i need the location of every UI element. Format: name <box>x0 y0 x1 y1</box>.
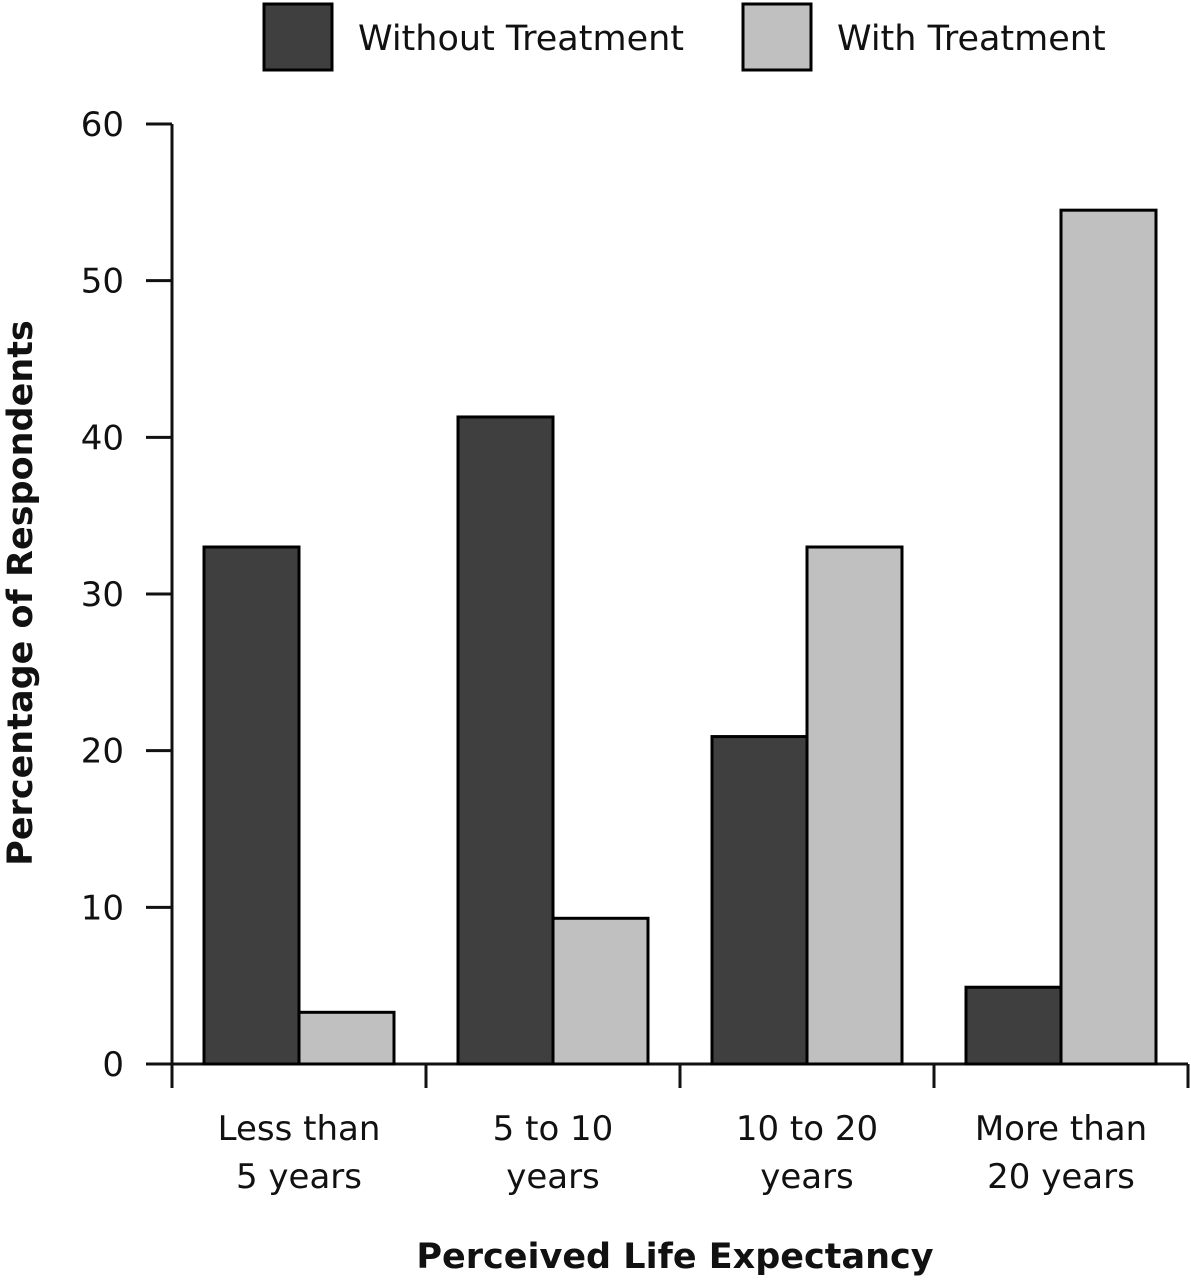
y-tick-label: 30 <box>81 575 124 615</box>
bar-without-treatment <box>710 735 809 1066</box>
y-tick-label: 0 <box>102 1045 124 1085</box>
bar-with-treatment <box>1059 208 1158 1066</box>
x-tick-label: 20 years <box>987 1157 1135 1197</box>
x-tick-label: 10 to 20 <box>736 1109 878 1149</box>
bar-without-treatment <box>456 415 555 1066</box>
x-tick-label: years <box>506 1157 600 1197</box>
x-tick-label: 5 to 10 <box>493 1109 614 1149</box>
y-tick-label: 10 <box>81 888 124 928</box>
bar-without-treatment <box>202 545 301 1066</box>
y-ticks: 0 10 20 30 40 50 60 <box>81 105 172 1085</box>
x-tick-label: More than <box>975 1109 1147 1149</box>
bars <box>202 208 1158 1066</box>
y-tick-label: 20 <box>81 732 124 772</box>
x-tick-label: 5 years <box>236 1157 362 1197</box>
legend-label: With Treatment <box>837 19 1106 59</box>
bar-with-treatment <box>297 1010 396 1066</box>
legend-label: Without Treatment <box>358 19 684 59</box>
x-tick-label: Less than <box>218 1109 381 1149</box>
y-tick-label: 60 <box>81 105 124 145</box>
legend-swatch <box>262 2 334 72</box>
legend-swatch <box>741 2 813 72</box>
x-axis-title: Perceived Life Expectancy <box>416 1237 933 1277</box>
bar-without-treatment <box>964 985 1063 1066</box>
y-tick-label: 50 <box>81 262 124 302</box>
x-tick-label: years <box>760 1157 854 1197</box>
axes <box>146 124 1188 1088</box>
x-ticks: Less than 5 years 5 to 10 years 10 to 20 year… <box>170 1064 1190 1197</box>
bar-with-treatment <box>551 916 650 1066</box>
y-axis-title: Percentage of Respondents <box>1 320 41 866</box>
legend: Without Treatment With Treatment <box>262 2 1106 72</box>
bar-with-treatment <box>805 545 904 1066</box>
y-tick-label: 40 <box>81 418 124 458</box>
